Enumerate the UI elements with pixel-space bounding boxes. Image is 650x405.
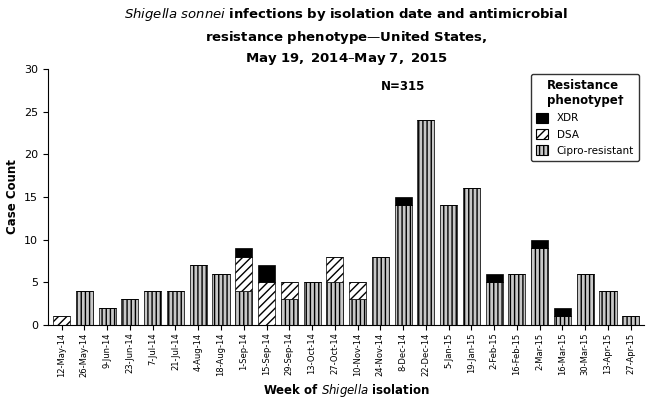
Bar xyxy=(99,308,116,325)
Title: $\bf{\it{Shigella\ sonnei}}$ $\bf{infections\ by\ isolation\ date\ and\ antimicr: $\bf{\it{Shigella\ sonnei}}$ $\bf{infect… xyxy=(124,6,568,67)
Bar xyxy=(349,282,366,299)
Bar xyxy=(372,257,389,325)
Bar xyxy=(577,274,594,325)
Bar xyxy=(531,248,548,325)
Bar xyxy=(554,308,571,316)
Bar xyxy=(440,205,457,325)
Y-axis label: Case Count: Case Count xyxy=(6,160,19,234)
Legend: XDR, DSA, Cipro-resistant: XDR, DSA, Cipro-resistant xyxy=(531,74,639,161)
Bar xyxy=(122,299,138,325)
Bar xyxy=(281,282,298,299)
Bar xyxy=(326,257,343,282)
Bar xyxy=(190,265,207,325)
Bar xyxy=(486,274,502,282)
Bar xyxy=(554,316,571,325)
Bar xyxy=(53,316,70,325)
Bar xyxy=(281,299,298,325)
Bar xyxy=(486,282,502,325)
Bar xyxy=(304,282,320,325)
Bar xyxy=(76,291,93,325)
Text: N=315: N=315 xyxy=(381,80,425,93)
Bar xyxy=(395,205,411,325)
Bar xyxy=(213,274,229,325)
Bar xyxy=(235,291,252,325)
Bar xyxy=(463,188,480,325)
X-axis label: Week of $\it{Shigella}$ isolation: Week of $\it{Shigella}$ isolation xyxy=(263,382,430,399)
Bar xyxy=(235,257,252,291)
Bar xyxy=(349,299,366,325)
Bar xyxy=(599,291,617,325)
Bar xyxy=(235,248,252,257)
Bar xyxy=(508,274,525,325)
Bar xyxy=(258,265,275,282)
Bar xyxy=(258,282,275,325)
Bar xyxy=(144,291,161,325)
Bar xyxy=(167,291,184,325)
Bar xyxy=(417,120,434,325)
Bar xyxy=(622,316,640,325)
Bar xyxy=(395,197,411,205)
Bar xyxy=(326,282,343,325)
Bar xyxy=(531,240,548,248)
